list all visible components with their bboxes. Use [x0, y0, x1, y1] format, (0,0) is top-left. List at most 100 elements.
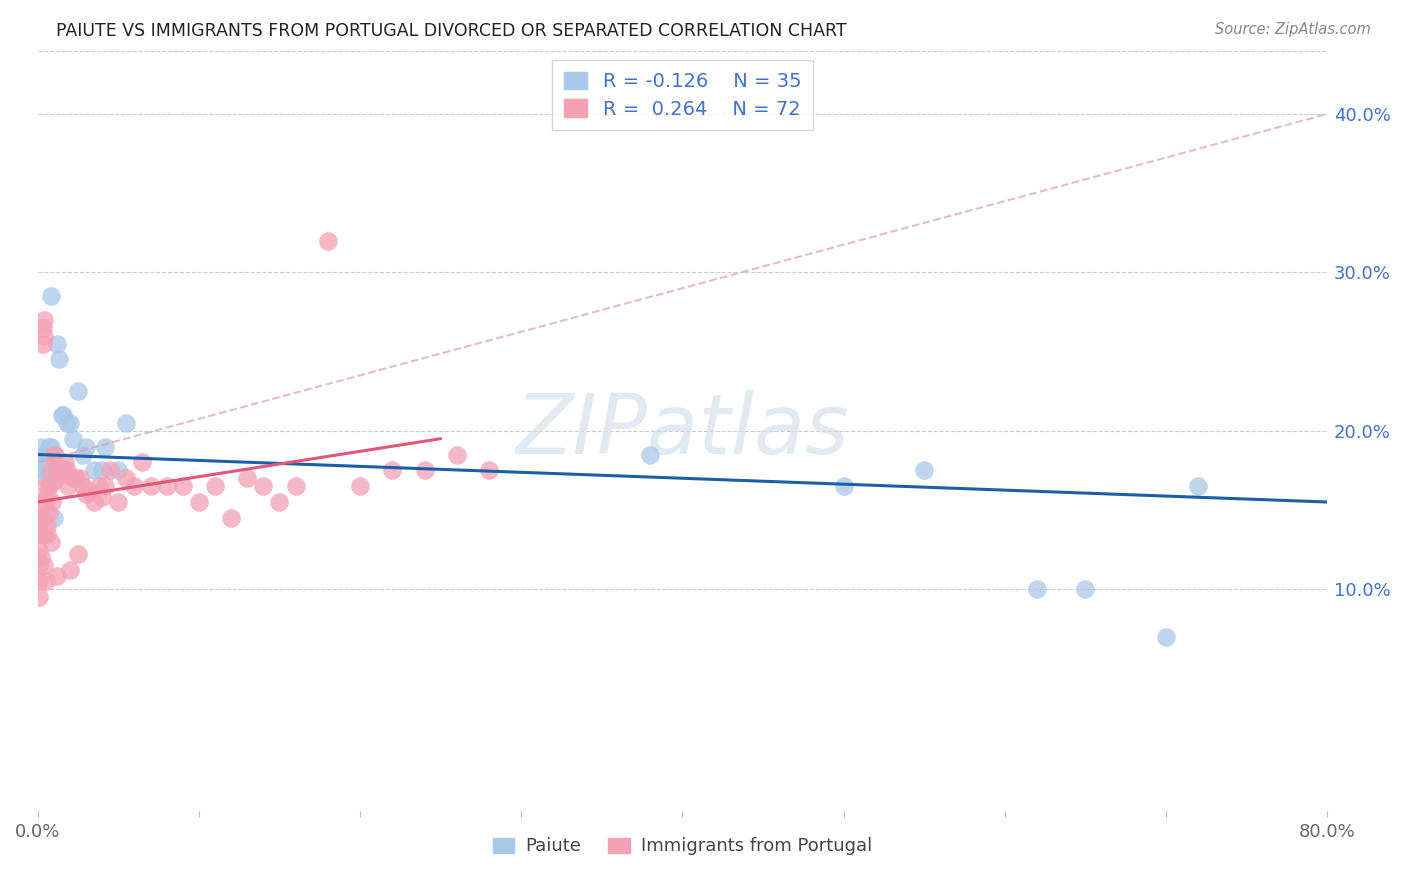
Point — [51, 463, 73, 477]
Point — [30, 455, 52, 469]
Point — [638, 448, 661, 462]
Point — [107, 463, 129, 477]
Point — [31, 511, 53, 525]
Point — [44, 463, 66, 477]
Point — [32, 558, 55, 573]
Point — [32, 448, 55, 462]
Point — [38, 506, 60, 520]
Point — [91, 490, 114, 504]
Point — [75, 440, 97, 454]
Point — [98, 463, 121, 477]
Point — [28, 590, 51, 604]
Point — [52, 463, 75, 477]
Point — [38, 479, 60, 493]
Point — [28, 558, 51, 573]
Legend: R = -0.126    N = 35, R =  0.264    N = 72: R = -0.126 N = 35, R = 0.264 N = 72 — [553, 61, 813, 130]
Point — [236, 471, 259, 485]
Point — [94, 440, 117, 454]
Point — [284, 479, 307, 493]
Point — [35, 495, 58, 509]
Point — [219, 511, 242, 525]
Point — [46, 336, 69, 351]
Point — [75, 487, 97, 501]
Point — [269, 495, 291, 509]
Point — [66, 547, 89, 561]
Point — [83, 495, 105, 509]
Point — [316, 234, 339, 248]
Point — [31, 336, 53, 351]
Point — [65, 471, 87, 485]
Point — [115, 471, 138, 485]
Point — [59, 416, 82, 430]
Text: Source: ZipAtlas.com: Source: ZipAtlas.com — [1215, 22, 1371, 37]
Point — [66, 384, 89, 399]
Point — [94, 479, 117, 493]
Point — [41, 495, 63, 509]
Point — [83, 463, 105, 477]
Point — [31, 463, 53, 477]
Point — [1074, 582, 1097, 596]
Point — [62, 432, 84, 446]
Point — [35, 574, 58, 589]
Point — [28, 526, 51, 541]
Point — [77, 483, 100, 498]
Point — [107, 495, 129, 509]
Point — [30, 511, 52, 525]
Text: ZIPatlas: ZIPatlas — [516, 391, 849, 471]
Point — [51, 408, 73, 422]
Point — [32, 313, 55, 327]
Point — [252, 479, 274, 493]
Point — [28, 542, 51, 557]
Point — [55, 416, 77, 430]
Point — [41, 463, 63, 477]
Point — [413, 463, 436, 477]
Point — [72, 479, 94, 493]
Point — [49, 468, 72, 483]
Point — [38, 440, 60, 454]
Point — [42, 511, 65, 525]
Point — [37, 463, 59, 477]
Point — [115, 416, 138, 430]
Point — [832, 479, 855, 493]
Text: PAIUTE VS IMMIGRANTS FROM PORTUGAL DIVORCED OR SEPARATED CORRELATION CHART: PAIUTE VS IMMIGRANTS FROM PORTUGAL DIVOR… — [56, 22, 846, 40]
Point — [48, 352, 70, 367]
Point — [37, 518, 59, 533]
Point — [52, 408, 75, 422]
Point — [30, 526, 52, 541]
Point — [37, 487, 59, 501]
Point — [39, 534, 62, 549]
Point — [59, 563, 82, 577]
Point — [912, 463, 935, 477]
Point — [39, 463, 62, 477]
Point — [69, 471, 91, 485]
Point — [39, 289, 62, 303]
Point — [124, 479, 146, 493]
Point — [28, 574, 51, 589]
Point — [156, 479, 179, 493]
Point — [1026, 582, 1049, 596]
Point — [58, 479, 80, 493]
Point — [55, 463, 77, 477]
Point — [91, 463, 114, 477]
Point — [1154, 630, 1177, 644]
Point — [46, 569, 69, 583]
Point — [62, 471, 84, 485]
Point — [131, 455, 153, 469]
Point — [187, 495, 209, 509]
Point — [381, 463, 404, 477]
Point — [1187, 479, 1209, 493]
Point — [37, 526, 59, 541]
Point — [139, 479, 162, 493]
Point — [28, 455, 51, 469]
Point — [28, 511, 51, 525]
Point — [30, 440, 52, 454]
Point — [44, 448, 66, 462]
Point — [31, 321, 53, 335]
Point — [35, 471, 58, 485]
Point — [42, 475, 65, 489]
Point — [32, 328, 55, 343]
Point — [39, 440, 62, 454]
Point — [478, 463, 501, 477]
Point — [42, 448, 65, 462]
Point — [87, 479, 110, 493]
